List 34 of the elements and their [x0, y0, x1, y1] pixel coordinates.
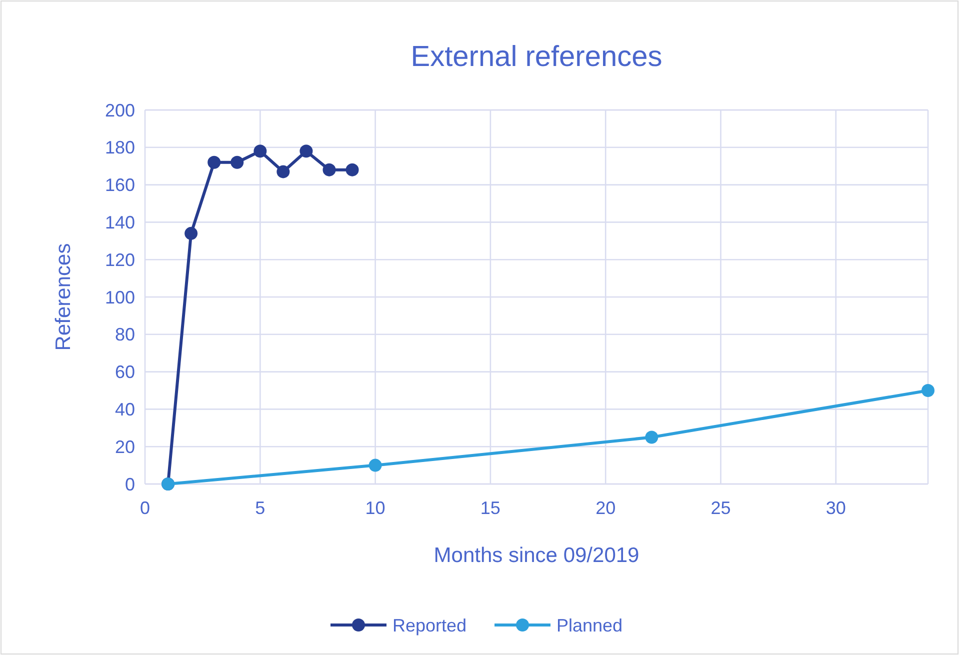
x-tick-label: 0	[140, 498, 150, 518]
y-tick-label: 100	[104, 287, 135, 308]
y-tick-label: 180	[104, 138, 135, 158]
y-tick-label: 40	[114, 400, 135, 420]
point	[346, 163, 359, 176]
point	[368, 458, 382, 472]
point	[230, 156, 244, 169]
legend-label: Reported	[392, 615, 467, 636]
legend-label: Planned	[556, 615, 623, 636]
x-tick-label: 15	[480, 498, 500, 518]
y-tick-label: 200	[104, 100, 135, 120]
x-tick-label: 25	[710, 498, 731, 518]
y-tick-label: 0	[124, 474, 135, 494]
point	[322, 163, 336, 176]
point	[645, 430, 658, 444]
x-axis-title: Months since 09/2019	[434, 544, 640, 567]
chart-title: External references	[410, 41, 662, 73]
point	[254, 144, 267, 158]
point	[208, 156, 221, 169]
y-axis-title: References	[52, 243, 75, 351]
x-tick-label: 10	[365, 498, 386, 518]
x-tick-label: 5	[255, 498, 266, 518]
x-tick-label: 20	[596, 498, 616, 518]
y-tick-label: 120	[104, 250, 135, 270]
y-tick-label: 20	[114, 436, 135, 457]
y-tick-label: 60	[114, 362, 135, 382]
point	[184, 226, 198, 240]
y-tick-label: 80	[114, 324, 135, 345]
point	[300, 144, 313, 158]
y-tick-label: 140	[104, 212, 135, 232]
x-tick-label: 30	[826, 498, 846, 518]
point	[276, 165, 290, 178]
y-tick-label: 160	[104, 175, 135, 196]
point	[922, 384, 934, 397]
